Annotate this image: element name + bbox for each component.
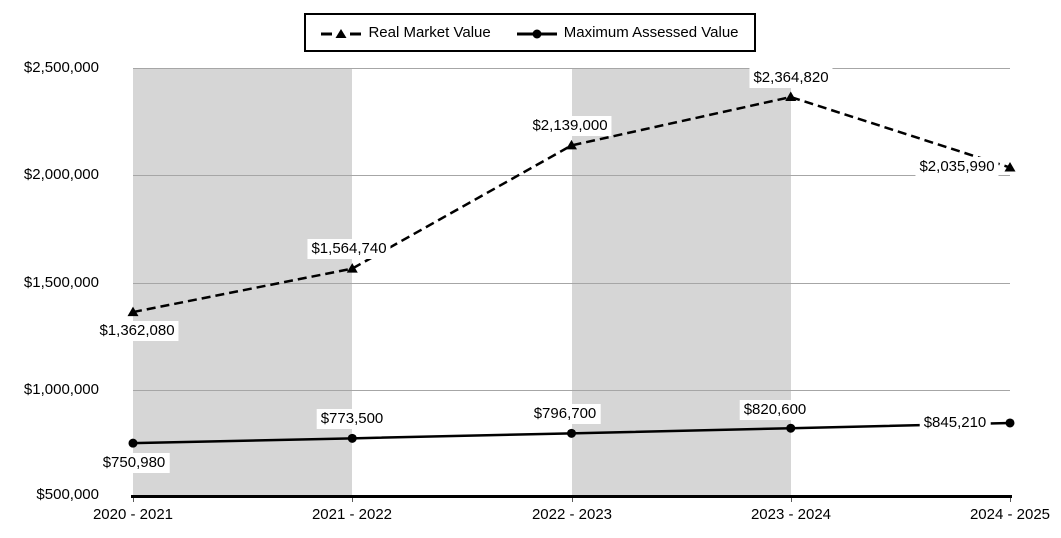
data-label: $845,210 <box>919 413 991 433</box>
x-tick-label: 2021 - 2022 <box>311 506 393 523</box>
data-label: $2,364,820 <box>749 68 833 88</box>
marker-triangle <box>346 263 358 273</box>
marker-triangle <box>785 91 797 101</box>
y-tick-label: $1,500,000 <box>23 274 99 291</box>
marker-triangle <box>127 306 139 317</box>
legend-item-maximum-assessed-value: Maximum Assessed Value <box>516 24 739 41</box>
marker-circle <box>567 428 576 438</box>
data-label: $750,980 <box>98 453 170 473</box>
data-label: $1,362,080 <box>95 321 179 341</box>
data-label: $2,035,990 <box>915 157 999 177</box>
x-tick-label: 2022 - 2023 <box>531 506 613 523</box>
series-line-1 <box>132 95 1011 314</box>
x-axis-tick <box>572 498 573 502</box>
x-axis-tick <box>133 498 134 502</box>
x-axis-tick <box>791 498 792 502</box>
solid-line-circle-marker-icon <box>516 29 557 38</box>
x-axis-tick <box>352 498 353 502</box>
plot-band <box>133 68 353 497</box>
data-label: $773,500 <box>316 409 388 429</box>
data-label: $1,564,740 <box>307 239 391 259</box>
legend: Real Market Value Maximum Assessed Value <box>304 13 756 52</box>
x-axis-line <box>131 495 1012 498</box>
legend-item-real-market-value: Real Market Value <box>321 24 491 41</box>
y-tick-label: $2,000,000 <box>23 166 99 183</box>
data-label: $2,139,000 <box>528 116 612 136</box>
y-tick-label: $2,500,000 <box>23 59 99 76</box>
marker-circle <box>1005 418 1015 428</box>
grid-line <box>133 390 1010 391</box>
y-tick-label: $500,000 <box>36 486 99 503</box>
marker-circle <box>786 423 796 433</box>
data-label: $796,700 <box>529 404 601 424</box>
marker-circle <box>128 438 138 448</box>
x-tick-label: 2024 - 2025 <box>969 506 1051 523</box>
x-axis-tick <box>1010 498 1011 502</box>
x-tick-label: 2023 - 2024 <box>750 506 832 523</box>
grid-line <box>133 68 1010 69</box>
plot-band <box>571 68 791 497</box>
marker-circle <box>347 433 357 443</box>
marker-triangle <box>566 139 577 150</box>
legend-label-real-market-value: Real Market Value <box>368 24 491 41</box>
legend-label-maximum-assessed-value: Maximum Assessed Value <box>563 24 739 41</box>
y-tick-label: $1,000,000 <box>23 381 99 398</box>
marker-triangle <box>1004 162 1016 172</box>
grid-line <box>133 175 1010 176</box>
x-tick-label: 2020 - 2021 <box>92 506 174 523</box>
dashed-line-triangle-marker-icon <box>321 28 362 38</box>
grid-line <box>133 283 1010 284</box>
data-label: $820,600 <box>739 400 811 420</box>
